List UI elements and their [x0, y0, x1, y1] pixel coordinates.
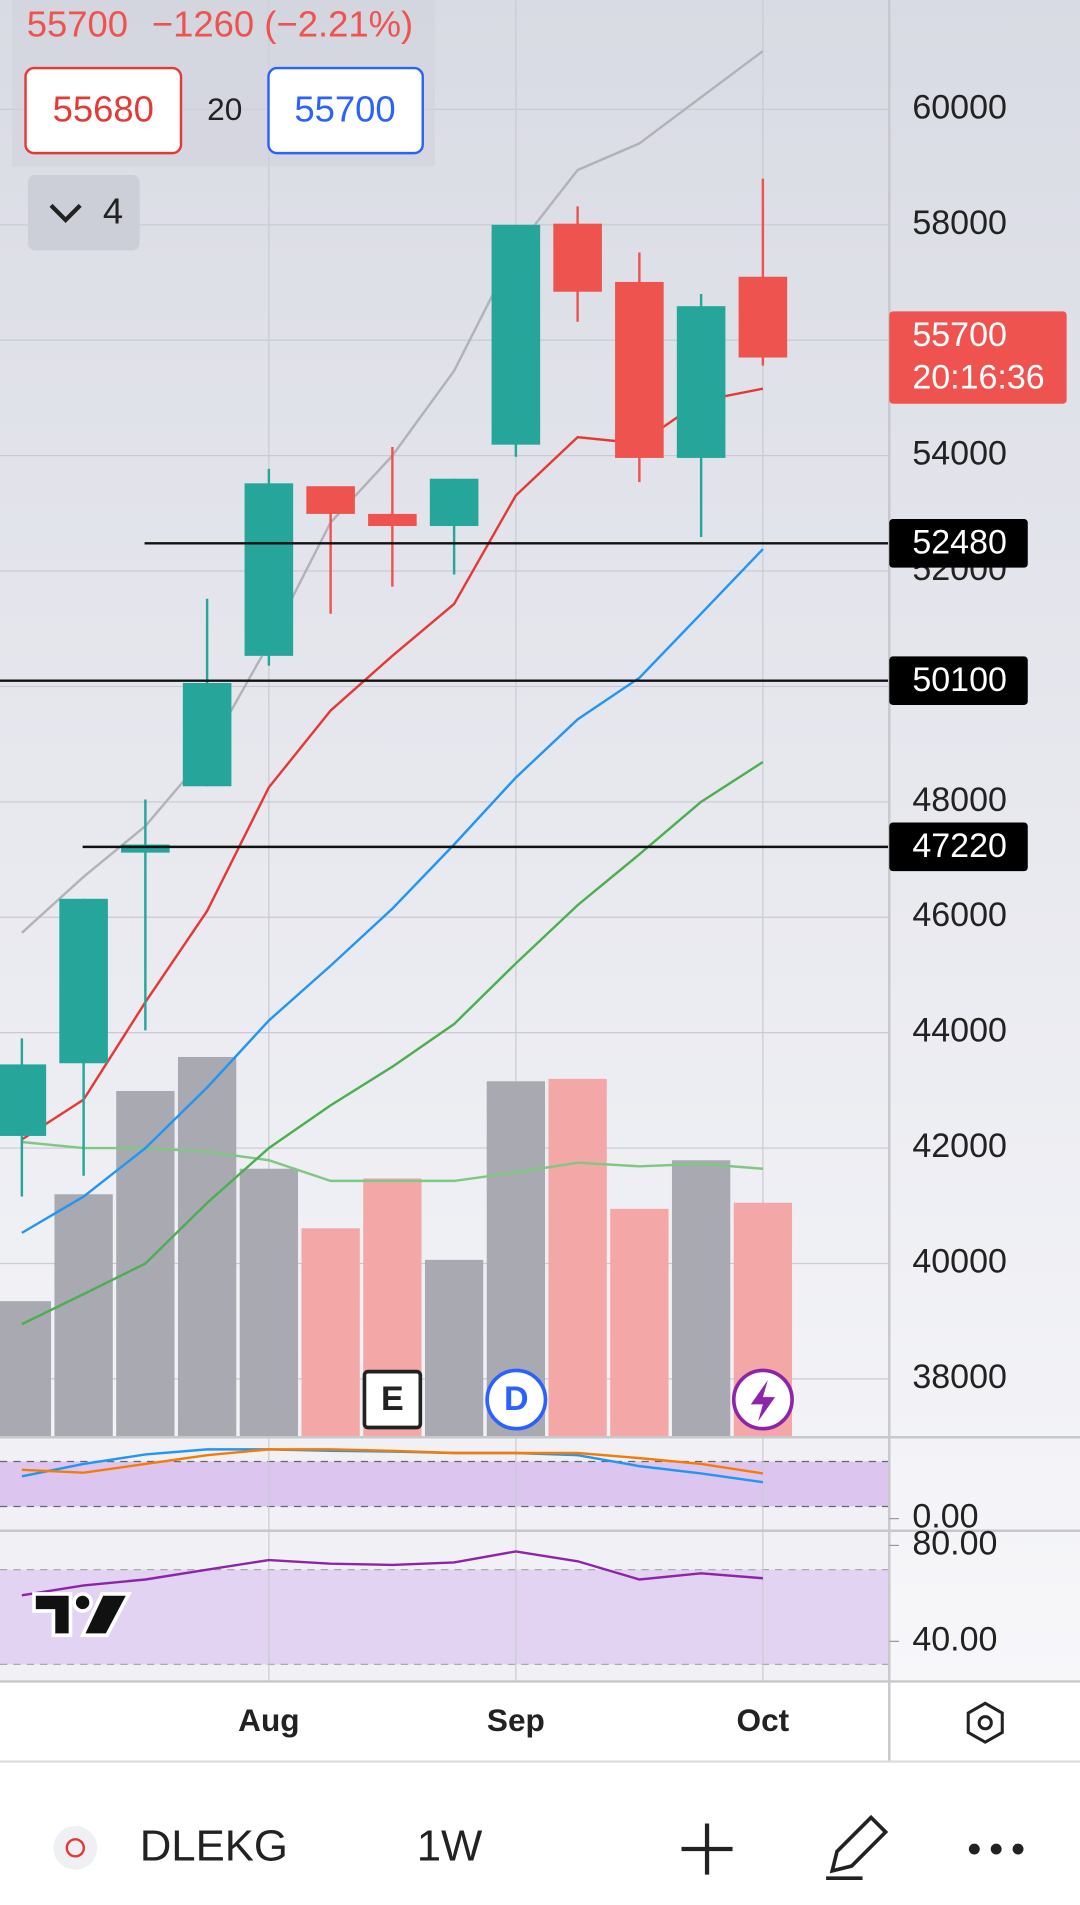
oscillator-tick-label: 0.00: [912, 1498, 978, 1536]
candle-body: [59, 898, 108, 1064]
symbol-logo-mark: [65, 1838, 86, 1858]
candle-body: [244, 483, 294, 656]
last-price: 55700: [27, 3, 128, 44]
event-badge: [485, 1368, 548, 1431]
candle-body: [368, 513, 417, 527]
y-tick-label: 38000: [912, 1358, 1007, 1396]
x-tick-label: Oct: [737, 1702, 790, 1738]
y-tick-label: 44000: [912, 1012, 1007, 1050]
y-tick-label: 58000: [912, 204, 1007, 242]
indicators-count: 4: [103, 190, 123, 231]
y-tick-label: 42000: [912, 1127, 1007, 1165]
buy-button[interactable]: [267, 66, 424, 155]
candle-body: [306, 486, 355, 514]
level-tag: [889, 656, 1028, 705]
event-label: E: [381, 1380, 404, 1418]
interval[interactable]: 1W: [417, 1822, 483, 1871]
volume-bar: [610, 1208, 669, 1437]
candle-body: [738, 276, 788, 358]
candle-body: [491, 224, 541, 445]
level-tag: [889, 519, 1028, 568]
bid-price: 55680: [53, 88, 154, 129]
y-tick-label: 48000: [912, 781, 1007, 819]
volume-bar: [548, 1078, 607, 1437]
draw-button[interactable]: [826, 1814, 889, 1881]
oscillator-band: [0, 1461, 890, 1507]
price-change: −1260 (−2.21%): [152, 3, 413, 44]
moving-average-line: [21, 548, 764, 1234]
spread: 20: [207, 91, 242, 127]
volume-bar: [177, 1056, 237, 1437]
event-label: D: [504, 1380, 529, 1418]
more-button[interactable]: [968, 1843, 1024, 1855]
oscillator-line: [21, 1550, 764, 1597]
volume-bar: [671, 1160, 731, 1437]
sell-button[interactable]: [24, 66, 183, 155]
oscillator-tick-label: 40.00: [912, 1620, 997, 1658]
oscillator-tick-label: 80.00: [912, 1524, 997, 1562]
moving-average-line: [21, 760, 764, 1326]
level-tag-label: 50100: [912, 661, 1007, 699]
candle-body: [0, 1064, 47, 1136]
indicators-toggle[interactable]: [27, 174, 140, 251]
x-tick-label: Sep: [487, 1702, 545, 1738]
candle-body: [429, 478, 479, 527]
last-price-label: 55700: [912, 316, 1007, 354]
settings-button[interactable]: [966, 1701, 1004, 1744]
lightning-icon: [750, 1380, 776, 1422]
symbol-logo: [53, 1825, 98, 1870]
x-tick-label: Aug: [238, 1702, 299, 1738]
event-badge: [362, 1369, 423, 1430]
level-tag-label: 47220: [912, 827, 1007, 865]
chevron-icon: [49, 203, 82, 223]
y-tick-label: 46000: [912, 896, 1007, 934]
volume-bar: [301, 1228, 360, 1437]
y-tick-label: 54000: [912, 435, 1007, 473]
tradingview-logo: [32, 1592, 132, 1638]
last-price-tag: [889, 311, 1067, 404]
y-tick-label: 60000: [912, 88, 1007, 126]
volume-bar: [424, 1259, 484, 1437]
candle-body: [676, 306, 726, 458]
level-tag-label: 52480: [912, 524, 1007, 562]
y-tick-label: 40000: [912, 1242, 1007, 1280]
ask-price: 55700: [294, 88, 395, 129]
candle-body: [121, 844, 170, 853]
candle-body: [553, 223, 602, 292]
add-button[interactable]: [681, 1823, 733, 1875]
oscillator-line: [21, 1448, 764, 1475]
oscillator-band: [0, 1569, 890, 1665]
settings-icon: [977, 1715, 993, 1731]
symbol-name[interactable]: DLEKG: [140, 1822, 288, 1871]
candle-body: [182, 682, 232, 787]
volume-bar: [54, 1194, 113, 1437]
volume-bar: [239, 1168, 299, 1437]
countdown-label: 20:16:36: [912, 358, 1044, 396]
level-tag: [889, 822, 1028, 872]
candle-body: [615, 281, 664, 458]
